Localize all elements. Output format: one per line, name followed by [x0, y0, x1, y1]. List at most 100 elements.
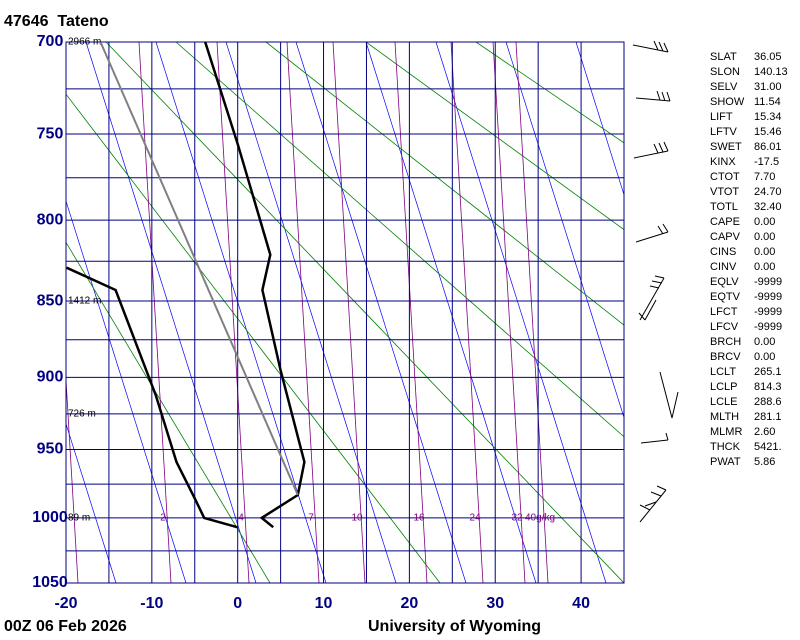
mixing-ratio-label: 10 — [351, 513, 363, 524]
index-name: LCLT — [710, 366, 736, 378]
x-tick-label: 40 — [572, 595, 590, 612]
index-name: KINX — [710, 156, 736, 168]
mixing-ratio-line — [492, 42, 526, 583]
index-name: BRCH — [710, 336, 741, 348]
dry-adiabat-line — [475, 42, 624, 144]
y-tick-label: 1000 — [32, 509, 68, 526]
index-value: -9999 — [754, 291, 782, 303]
footer-source: University of Wyoming — [368, 618, 541, 635]
isotherm-line — [85, 42, 257, 583]
mixing-ratio-line — [66, 373, 79, 583]
index-name: CTOT — [710, 171, 740, 183]
index-name: MLTH — [710, 411, 739, 423]
index-name: SHOW — [710, 96, 745, 108]
y-tick-label: 1050 — [32, 574, 68, 591]
index-value: 5.86 — [754, 456, 775, 468]
x-tick-label: 30 — [486, 595, 504, 612]
index-value: 15.46 — [754, 126, 782, 138]
index-value: 0.00 — [754, 351, 775, 363]
dry-adiabat-line — [66, 241, 271, 583]
chart-title: 47646 Tateno — [4, 13, 109, 30]
index-value: 5421. — [754, 441, 782, 453]
x-tick-label: -20 — [54, 595, 77, 612]
index-name: PWAT — [710, 456, 741, 468]
index-value: 814.3 — [754, 381, 782, 393]
index-name: CAPE — [710, 216, 740, 228]
isotherm-line — [575, 42, 624, 196]
dewpoint-line — [66, 266, 238, 529]
wind-barb — [639, 485, 667, 523]
y-tick-label: 950 — [37, 441, 64, 458]
mixing-ratio-line — [138, 42, 172, 583]
index-value: 31.00 — [754, 81, 782, 93]
wind-barb — [633, 141, 669, 159]
mixing-ratio-label: 40g/kg — [525, 513, 555, 524]
wind-barb — [632, 40, 669, 53]
index-value: -9999 — [754, 306, 782, 318]
wind-barb — [635, 90, 671, 102]
mixing-ratio-line — [332, 42, 366, 583]
index-name: SLAT — [710, 51, 737, 63]
background-lines — [66, 42, 624, 583]
height-label: 2966 m — [68, 37, 101, 48]
index-name: TOTL — [710, 201, 738, 213]
index-value: 11.54 — [754, 96, 781, 108]
height-label: 89 m — [68, 513, 90, 524]
index-name: LCLP — [710, 381, 738, 393]
index-value: 0.00 — [754, 246, 775, 258]
x-tick-label: 20 — [400, 595, 418, 612]
index-name: LIFT — [710, 111, 733, 123]
y-tick-label: 750 — [37, 125, 64, 142]
wind-barb — [639, 275, 665, 321]
wind-barb — [638, 299, 657, 321]
index-name: EQLV — [710, 276, 739, 288]
isotherm-line — [435, 42, 607, 583]
parcel-line — [99, 42, 299, 496]
x-tick-label: 10 — [315, 595, 333, 612]
wind-barbs — [632, 40, 679, 523]
index-name: CINS — [710, 246, 736, 258]
index-name: LCLE — [710, 396, 738, 408]
index-value: 36.05 — [754, 51, 782, 63]
index-value: -17.5 — [754, 156, 779, 168]
index-name: BRCV — [710, 351, 741, 363]
index-name: CAPV — [710, 231, 741, 243]
wind-barb — [640, 432, 669, 444]
height-label: 1412 m — [68, 296, 101, 307]
index-value: 140.13 — [754, 66, 788, 78]
y-tick-label: 700 — [37, 33, 64, 50]
index-name: LFTV — [710, 126, 738, 138]
index-name: VTOT — [710, 186, 739, 198]
dry-adiabat-line — [265, 42, 624, 326]
x-tick-label: -10 — [140, 595, 163, 612]
index-value: 281.1 — [754, 411, 782, 423]
isotherm-line — [66, 199, 187, 583]
mixing-ratio-label: 24 — [469, 513, 481, 524]
index-value: 0.00 — [754, 216, 775, 228]
index-name: SELV — [710, 81, 738, 93]
index-value: 15.34 — [754, 111, 782, 123]
index-name: SWET — [710, 141, 742, 153]
index-value: 0.00 — [754, 261, 775, 273]
isotherm-line — [365, 42, 537, 583]
index-name: EQTV — [710, 291, 741, 303]
index-value: 0.00 — [754, 231, 775, 243]
height-label: 726 m — [68, 409, 96, 420]
index-name: MLMR — [710, 426, 742, 438]
dry-adiabat-line — [105, 42, 624, 583]
footer-date: 00Z 06 Feb 2026 — [4, 618, 127, 635]
index-name: LFCV — [710, 321, 739, 333]
index-value: 288.6 — [754, 396, 782, 408]
index-value: 32.40 — [754, 201, 782, 213]
index-value: -9999 — [754, 276, 782, 288]
mixing-ratio-line — [394, 42, 428, 583]
mixing-ratio-line — [515, 42, 549, 583]
index-value: 7.70 — [754, 171, 775, 183]
y-tick-label: 800 — [37, 211, 64, 228]
mixing-ratio-label: 32 — [511, 513, 523, 524]
isotherm-line — [505, 42, 624, 419]
mixing-ratio-line — [216, 42, 250, 583]
y-tick-label: 900 — [37, 369, 64, 386]
temperature-line — [204, 42, 306, 529]
index-value: 2.60 — [754, 426, 775, 438]
